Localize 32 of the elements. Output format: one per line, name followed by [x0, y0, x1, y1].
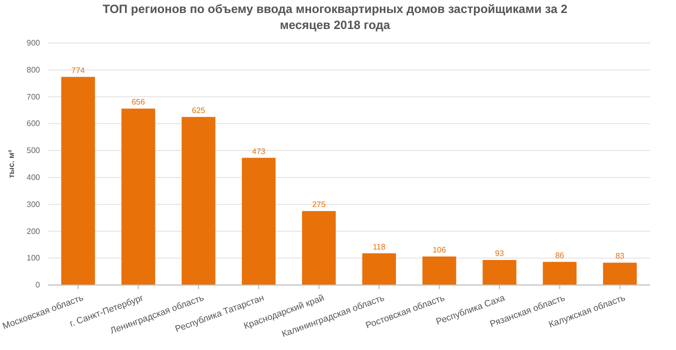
- bar: [302, 211, 336, 285]
- y-tick-label: 800: [26, 65, 41, 74]
- data-label: 473: [252, 146, 266, 156]
- data-label: 118: [372, 242, 386, 252]
- y-tick-label: 200: [26, 226, 41, 236]
- y-tick-label: 100: [26, 254, 41, 263]
- bar: [482, 260, 516, 285]
- bar: [121, 108, 156, 285]
- y-tick-label: 900: [26, 38, 41, 48]
- data-label: 774: [71, 66, 86, 75]
- data-label: 83: [615, 252, 625, 261]
- y-tick-label: 300: [26, 200, 41, 209]
- data-label: 625: [192, 106, 206, 115]
- bar: [542, 262, 577, 285]
- data-label: 106: [432, 246, 447, 254]
- chart-title: ТОП регионов по объему ввода многоквартирных домов застройщиками за 2 месяцев 2018 года: [102, 2, 568, 32]
- y-axis-title: тыс. м²: [7, 150, 16, 178]
- bar: [362, 253, 396, 285]
- y-tick-label: 500: [26, 146, 41, 156]
- bar: [61, 76, 95, 285]
- bar: [182, 116, 216, 285]
- y-tick-label: 600: [26, 119, 41, 128]
- data-label: 93: [495, 248, 504, 258]
- y-tick-label: 0: [36, 280, 41, 290]
- bar: [603, 262, 637, 285]
- data-label: 86: [555, 250, 565, 260]
- bar: [242, 158, 276, 285]
- data-label: 656: [132, 98, 146, 107]
- data-label: 275: [312, 200, 326, 210]
- bar: [422, 256, 456, 285]
- y-tick-label: 400: [26, 173, 41, 182]
- y-tick-label: 700: [26, 92, 41, 102]
